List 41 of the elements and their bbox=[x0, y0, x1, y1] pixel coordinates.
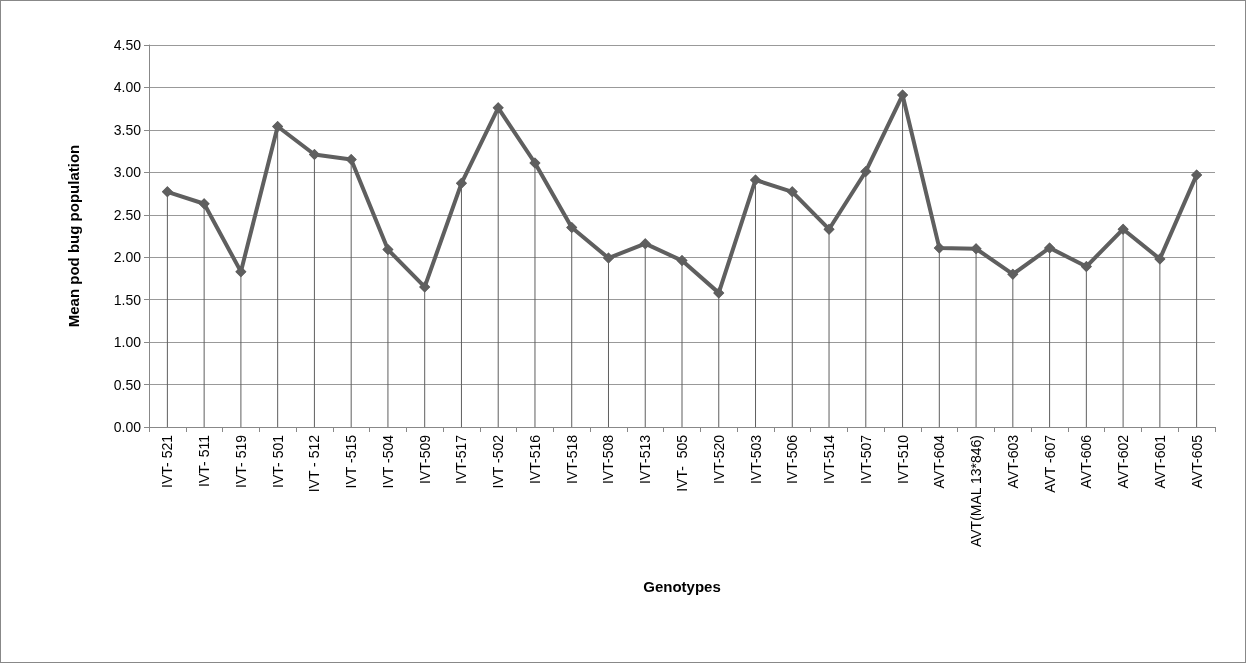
y-tick-label: 1.00 bbox=[113, 334, 142, 351]
y-tick-label: 0.00 bbox=[113, 419, 142, 435]
x-tick-label: IVT-507 bbox=[857, 434, 874, 485]
x-tick-label: AVT -607 bbox=[1041, 434, 1058, 493]
x-tick-label: AVT-604 bbox=[931, 434, 948, 489]
x-tick-label: IVT-520 bbox=[710, 434, 727, 485]
x-tick-label: AVT-606 bbox=[1078, 434, 1095, 489]
x-tick-label: AVT-605 bbox=[1188, 434, 1205, 489]
x-axis-title: Genotypes bbox=[643, 578, 721, 595]
y-tick-label: 1.50 bbox=[113, 291, 142, 308]
x-tick-label: IVT -504 bbox=[379, 434, 396, 489]
x-tick-label: IVT- 505 bbox=[674, 434, 690, 492]
y-tick-label: 3.00 bbox=[113, 164, 142, 181]
x-tick-label: IVT- 519 bbox=[232, 434, 249, 488]
x-tick-label: IVT- 521 bbox=[159, 434, 176, 488]
x-tick-label: IVT-517 bbox=[453, 434, 470, 485]
x-tick-label: IVT-514 bbox=[821, 434, 838, 485]
y-axis-title: Mean pod bug population bbox=[65, 144, 82, 328]
x-tick-label: AVT-603 bbox=[1004, 434, 1021, 489]
x-tick-label: IVT-509 bbox=[416, 434, 433, 485]
x-tick-label: IVT-508 bbox=[600, 434, 617, 485]
x-tick-label: IVT- 501 bbox=[269, 434, 286, 488]
x-tick-label: IVT -502 bbox=[490, 434, 507, 489]
x-tick-label: IVT-518 bbox=[563, 434, 580, 485]
x-tick-label: IVT-516 bbox=[526, 434, 543, 485]
x-tick-label: IVT-510 bbox=[894, 434, 911, 485]
y-tick-label: 0.50 bbox=[113, 376, 142, 393]
x-tick-label: IVT-503 bbox=[747, 434, 764, 485]
x-tick-label: AVT-602 bbox=[1115, 434, 1132, 489]
x-tick-label: AVT(MAL 13*846) bbox=[968, 435, 985, 548]
y-tick-label: 2.50 bbox=[113, 206, 142, 223]
y-tick-label: 2.00 bbox=[113, 249, 142, 266]
x-tick-label: IVT - 512 bbox=[306, 434, 323, 493]
y-tick-label: 3.50 bbox=[113, 121, 142, 138]
x-tick-label: IVT-513 bbox=[637, 434, 654, 485]
x-tick-label: AVT-601 bbox=[1151, 434, 1168, 489]
x-tick-label: IVT- 511 bbox=[196, 434, 213, 487]
y-tick-label: 4.50 bbox=[113, 37, 142, 53]
x-tick-label: IVT -515 bbox=[343, 434, 360, 489]
y-tick-label: 4.00 bbox=[113, 79, 142, 96]
x-tick-label: IVT-506 bbox=[784, 434, 801, 485]
